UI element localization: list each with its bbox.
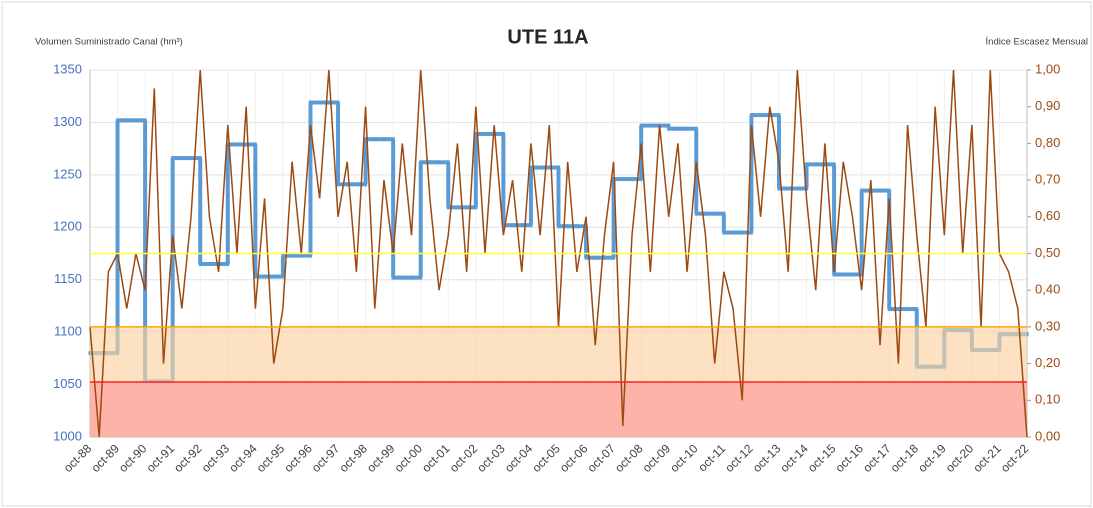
y-tick-label: 1250 xyxy=(53,166,82,181)
y2-tick-label: 0,70 xyxy=(1035,172,1060,187)
y2-tick-label: 0,60 xyxy=(1035,208,1060,223)
y2-tick-label: 1,00 xyxy=(1035,61,1060,76)
y2-tick-label: 0,20 xyxy=(1035,355,1060,370)
y-tick-label: 1050 xyxy=(53,376,82,391)
y-axis-label: Volumen Suministrado Canal (hm³) xyxy=(35,37,183,48)
y2-tick-label: 0,80 xyxy=(1035,135,1060,150)
y-tick-label: 1150 xyxy=(54,271,82,286)
y2-tick-label: 0,10 xyxy=(1035,392,1060,407)
y-tick-label: 1200 xyxy=(53,219,82,234)
y2-tick-label: 0,50 xyxy=(1035,245,1060,260)
y-tick-label: 1100 xyxy=(54,324,82,339)
threshold-band xyxy=(90,381,1027,437)
y-tick-label: 1350 xyxy=(53,61,82,76)
chart-title: UTE 11A xyxy=(507,26,588,48)
y2-tick-label: 0,90 xyxy=(1035,98,1060,113)
y2-tick-label: 0,30 xyxy=(1035,318,1060,333)
y-tick-label: 1000 xyxy=(53,428,82,443)
y-tick-label: 1300 xyxy=(53,114,82,129)
y2-axis-label: Índice Escasez Mensual xyxy=(986,37,1088,48)
y2-tick-label: 0,00 xyxy=(1035,428,1060,443)
y2-tick-label: 0,40 xyxy=(1035,282,1060,297)
